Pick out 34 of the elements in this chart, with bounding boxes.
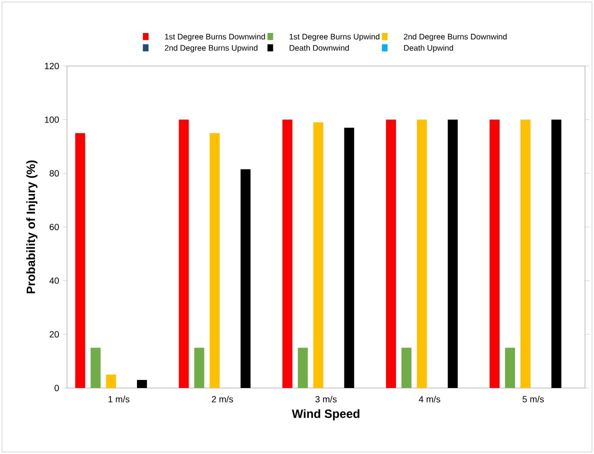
x-axis-title: Wind Speed: [292, 409, 360, 420]
bar: [344, 128, 354, 388]
bar: [282, 120, 292, 388]
x-tick-label: 3 m/s: [315, 396, 337, 402]
x-tick-label: 4 m/s: [418, 396, 440, 402]
bar: [106, 374, 116, 388]
y-tick-label: 100: [44, 116, 59, 123]
bar: [298, 348, 308, 388]
bar: [90, 348, 101, 388]
bar: [448, 120, 458, 388]
bar: [136, 380, 147, 388]
y-tick-label: 40: [49, 277, 59, 284]
bar: [313, 122, 324, 388]
y-tick-label: 20: [50, 331, 59, 338]
bar: [210, 133, 220, 388]
y-tick-label: 80: [50, 170, 59, 177]
bar: [194, 348, 204, 388]
y-tick-label: 120: [44, 62, 59, 70]
bar: [490, 120, 500, 388]
bar: [416, 120, 427, 388]
y-tick-label: 0: [54, 384, 59, 392]
y-tick-label: 60: [50, 224, 59, 230]
bar: [75, 133, 86, 388]
bar: [178, 120, 189, 388]
bar: [520, 120, 530, 388]
x-tick-label: 1 m/s: [108, 396, 130, 402]
x-tick-label: 5 m/s: [522, 396, 544, 402]
bar: [505, 348, 516, 388]
bar: [551, 120, 562, 388]
bar: [401, 348, 412, 388]
bar: [240, 169, 251, 388]
x-tick-label: 2 m/s: [212, 396, 234, 402]
y-axis-title: Probability of Injury (%): [26, 160, 38, 294]
bar: [386, 120, 396, 388]
